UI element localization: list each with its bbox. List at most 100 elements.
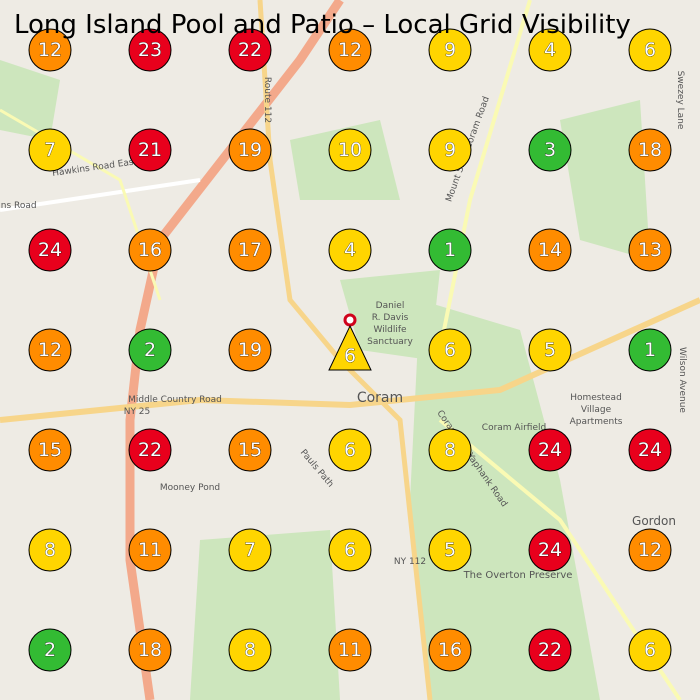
- rank-marker: [628, 128, 672, 172]
- place-label: Wildlife: [373, 325, 407, 335]
- rank-label: 11: [338, 639, 362, 661]
- rank-label: 4: [344, 239, 356, 261]
- place-label: Hawkins Road: [0, 201, 37, 211]
- rank-label: 24: [638, 439, 662, 461]
- place-label: Swezey Lane: [675, 71, 685, 130]
- rank-label: 15: [238, 439, 262, 461]
- rank-label: 16: [438, 639, 462, 661]
- rank-marker: [128, 428, 172, 472]
- rank-label: 24: [38, 239, 62, 261]
- rank-marker: [628, 228, 672, 272]
- rank-marker: [228, 28, 272, 72]
- rank-label: 6: [344, 345, 356, 367]
- rank-marker: [228, 128, 272, 172]
- place-label: Route 112: [262, 77, 272, 123]
- rank-label: 18: [138, 639, 162, 661]
- place-label: Village: [581, 405, 612, 415]
- rank-label: 6: [644, 39, 656, 61]
- rank-label: 9: [444, 39, 456, 61]
- place-label: Apartments: [570, 417, 623, 427]
- place-label: Mooney Pond: [160, 483, 220, 493]
- rank-label: 23: [138, 39, 162, 61]
- rank-label: 14: [538, 239, 562, 261]
- rank-marker: [328, 428, 372, 472]
- rank-label: 12: [38, 39, 62, 61]
- rank-marker: [228, 228, 272, 272]
- rank-marker: [328, 324, 372, 371]
- rank-marker: [528, 128, 572, 172]
- rank-marker: [528, 528, 572, 572]
- rank-marker: [128, 128, 172, 172]
- rank-label: 10: [338, 139, 362, 161]
- rank-label: 19: [238, 339, 262, 361]
- place-label: Wilson Avenue: [677, 347, 687, 413]
- rank-label: 8: [444, 439, 456, 461]
- rank-label: 6: [644, 639, 656, 661]
- rank-label: 2: [144, 339, 156, 361]
- rank-label: 24: [538, 539, 562, 561]
- rank-label: 13: [638, 239, 662, 261]
- rank-marker: [28, 428, 72, 472]
- rank-label: 8: [44, 539, 56, 561]
- rank-marker: [28, 628, 72, 672]
- place-label: Coram Airfield: [482, 423, 546, 433]
- place-label: The Overton Preserve: [463, 570, 573, 581]
- rank-label: 12: [338, 39, 362, 61]
- rank-marker: [328, 28, 372, 72]
- place-label: Middle Country Road: [128, 395, 222, 405]
- place-label: Daniel: [376, 301, 405, 311]
- place-label: Sanctuary: [367, 337, 413, 347]
- rank-label: 22: [238, 39, 262, 61]
- rank-marker: [628, 328, 672, 372]
- rank-marker: [328, 628, 372, 672]
- rank-label: 6: [344, 539, 356, 561]
- rank-marker: [28, 228, 72, 272]
- rank-label: 7: [244, 539, 256, 561]
- rank-label: 12: [638, 539, 662, 561]
- rank-label: 17: [238, 239, 262, 261]
- rank-marker: [628, 628, 672, 672]
- rank-label: 15: [38, 439, 62, 461]
- rank-marker: [228, 328, 272, 372]
- rank-label: 6: [344, 439, 356, 461]
- rank-marker: [528, 28, 572, 72]
- rank-marker: [128, 228, 172, 272]
- rank-marker: [228, 428, 272, 472]
- rank-label: 19: [238, 139, 262, 161]
- rank-marker: [128, 28, 172, 72]
- place-label: NY 112: [394, 557, 426, 567]
- rank-label: 16: [138, 239, 162, 261]
- title: Long Island Pool and Patio – Local Grid …: [14, 10, 631, 40]
- rank-label: 9: [444, 139, 456, 161]
- place-label: R. Davis: [372, 313, 409, 323]
- rank-marker: [428, 428, 472, 472]
- rank-label: 5: [444, 539, 456, 561]
- rank-label: 18: [638, 139, 662, 161]
- rank-marker: [428, 228, 472, 272]
- rank-label: 1: [644, 339, 656, 361]
- rank-marker: [628, 28, 672, 72]
- rank-label: 8: [244, 639, 256, 661]
- rank-label: 24: [538, 439, 562, 461]
- rank-marker: [428, 128, 472, 172]
- place-label: Coram: [357, 390, 403, 406]
- rank-marker: [428, 528, 472, 572]
- rank-marker: [428, 28, 472, 72]
- rank-label: 21: [138, 139, 162, 161]
- rank-label: 22: [138, 439, 162, 461]
- rank-marker: [28, 328, 72, 372]
- rank-marker: [628, 528, 672, 572]
- rank-marker: [128, 628, 172, 672]
- rank-marker: [28, 128, 72, 172]
- rank-marker: [128, 528, 172, 572]
- location-pin: [343, 313, 357, 327]
- rank-marker: [128, 328, 172, 372]
- place-label: Homestead: [570, 393, 622, 403]
- rank-marker: [28, 28, 72, 72]
- rank-marker: [328, 128, 372, 172]
- rank-marker: [28, 528, 72, 572]
